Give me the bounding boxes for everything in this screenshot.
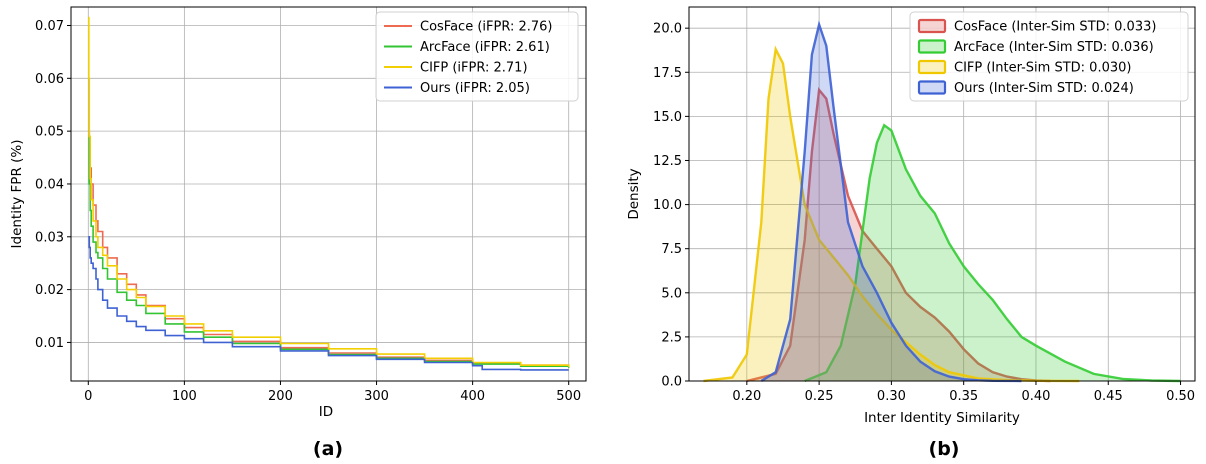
b-series-arcface-area [804, 125, 1181, 381]
a-series-cosface-line [88, 130, 570, 367]
chart-a-frame [70, 6, 587, 382]
chart-b-ylabel: Density [626, 168, 642, 219]
b-ytick-label: 20.0 [653, 22, 682, 37]
b-series-ours-line [760, 20, 1022, 383]
b-ytick-label: 17.5 [653, 66, 682, 81]
b-xtick-label: 0.20 [732, 389, 761, 404]
a-legend-label-cosface: CosFace (iFPR: 2.76) [420, 20, 553, 35]
a-xtick-label: 500 [556, 389, 581, 404]
b-series-ours-area [761, 24, 1022, 381]
a-xtick-label: 400 [460, 389, 485, 404]
a-xtick-label: 200 [268, 389, 293, 404]
a-legend-label-cifp: CIFP (iFPR: 2.71) [420, 61, 528, 76]
b-legend-label-ours: Ours (Inter-Sim STD: 0.024) [954, 81, 1134, 96]
b-xtick-label: 0.25 [805, 389, 834, 404]
a-ytick-label: 0.06 [35, 72, 64, 87]
b-ytick-label: 0.0 [661, 375, 682, 390]
b-legend-swatch-arcface [917, 39, 947, 54]
b-legend-swatch-cosface [917, 18, 947, 34]
a-xtick-label: 300 [364, 389, 389, 404]
a-legend-label-ours: Ours (iFPR: 2.05) [420, 81, 530, 96]
a-ytick-label: 0.07 [35, 19, 64, 34]
a-legend-box [375, 11, 579, 102]
a-ytick-label: 0.04 [35, 177, 64, 192]
chart-b-legend: CosFace (Inter-Sim STD: 0.033) ArcFace (I… [909, 11, 1189, 102]
b-xtick-label: 0.30 [877, 389, 906, 404]
b-xtick-label: 0.50 [1166, 389, 1195, 404]
b-series-cosface-line [746, 86, 1051, 383]
a-ytick-label: 0.03 [35, 230, 64, 245]
b-xtick-label: 0.45 [1094, 389, 1123, 404]
b-ytick-label: 5.0 [661, 286, 682, 301]
b-series-cifp-area [703, 49, 1080, 382]
b-legend-swatch-ours [917, 80, 947, 95]
b-legend-label-arcface: ArcFace (Inter-Sim STD: 0.036) [954, 40, 1154, 55]
chart-a-identity-fpr: 0 100 200 300 400 500 0.01 0.02 0.03 0.04 0.05 0.06… [9, 6, 587, 460]
chart-a-xlabel: ID [319, 404, 333, 420]
b-series-cosface-area [746, 89, 1051, 382]
a-xtick-label: 100 [172, 389, 197, 404]
b-xtick-label: 0.40 [1021, 389, 1050, 404]
chart-b-frame [688, 6, 1196, 382]
chart-b-panel-label: (b) [929, 438, 960, 460]
b-ytick-label: 7.5 [661, 242, 682, 257]
b-series-cifp-line [703, 45, 1080, 383]
b-ytick-label: 15.0 [653, 110, 682, 125]
b-xtick-label: 0.35 [949, 389, 978, 404]
a-xtick-label: 0 [84, 389, 92, 404]
chart-b-density: 0.20 0.25 0.30 0.35 0.40 0.45 0.50 0.0 2.5 5.0 7.5… [626, 6, 1196, 460]
a-ytick-label: 0.01 [35, 336, 64, 351]
a-ytick-label: 0.02 [35, 283, 64, 298]
a-ytick-label: 0.05 [35, 125, 64, 140]
chart-a-legend: CosFace (iFPR: 2.76) ArcFace (iFPR: 2.61)… [375, 11, 579, 102]
b-legend-label-cifp: CIFP (Inter-Sim STD: 0.030) [954, 61, 1131, 76]
chart-a-ylabel: Identity FPR (%) [9, 140, 25, 249]
chart-b-xlabel: Inter Identity Similarity [864, 410, 1020, 426]
b-legend-box [909, 11, 1189, 102]
b-ytick-label: 12.5 [653, 154, 682, 169]
a-legend-label-arcface: ArcFace (iFPR: 2.61) [420, 40, 550, 55]
b-legend-label-cosface: CosFace (Inter-Sim STD: 0.033) [954, 20, 1156, 35]
chart-a-panel-label: (a) [313, 438, 343, 460]
b-ytick-label: 10.0 [653, 198, 682, 213]
a-series-arcface-line [88, 135, 570, 368]
b-legend-swatch-cifp [917, 59, 947, 75]
a-series-ours-line [88, 236, 569, 371]
a-series-cifp-line [88, 16, 570, 367]
b-series-arcface-line [804, 123, 1181, 383]
b-ytick-label: 2.5 [661, 330, 682, 345]
